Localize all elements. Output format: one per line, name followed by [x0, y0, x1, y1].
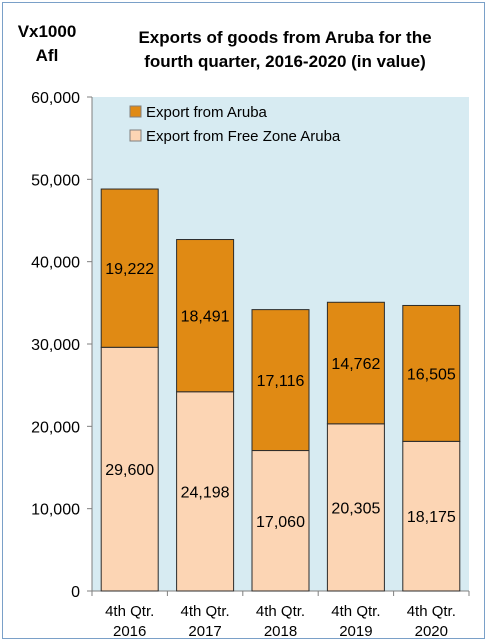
chart-title-line1: Exports of goods from Aruba for the [138, 28, 432, 47]
data-label-aruba: 14,762 [331, 356, 380, 373]
bar-aruba [176, 239, 235, 393]
bar-free-zone [402, 440, 461, 592]
bar-aruba [251, 309, 310, 452]
y-unit-label-line2: Afl [35, 46, 59, 65]
x-tick-label-line1: 4th Qtr. [256, 603, 305, 620]
x-tick-label-line2: 2020 [415, 623, 448, 640]
bar-aruba [100, 188, 159, 348]
bar-aruba [326, 301, 385, 425]
x-tick-label-line1: 4th Qtr. [180, 603, 229, 620]
bar-free-zone [326, 423, 385, 592]
y-tick-label: 60,000 [31, 90, 80, 107]
y-tick-label: 40,000 [31, 255, 80, 272]
data-label-aruba: 16,505 [407, 366, 456, 383]
y-tick-label: 0 [71, 584, 80, 601]
y-tick-label: 30,000 [31, 337, 80, 354]
y-tick-label: 10,000 [31, 502, 80, 519]
x-tick-label-line1: 4th Qtr. [105, 603, 154, 620]
data-label-aruba: 18,491 [181, 309, 230, 326]
legend-swatch [129, 129, 142, 142]
y-tick-label: 50,000 [31, 172, 80, 189]
data-label-aruba: 17,116 [257, 373, 305, 390]
y-unit-label-line1: Vx1000 [17, 22, 77, 41]
x-tick-label-line2: 2017 [188, 623, 221, 640]
bar-free-zone [100, 346, 159, 592]
data-label-free-zone: 18,175 [407, 509, 456, 526]
data-label-free-zone: 29,600 [105, 462, 154, 479]
y-tick-label: 20,000 [31, 419, 80, 436]
bar-aruba [402, 304, 461, 442]
data-label-aruba: 19,222 [105, 261, 154, 278]
x-tick-label-line2: 2019 [339, 623, 372, 640]
legend-label: Export from Free Zone Aruba [146, 128, 341, 145]
data-label-free-zone: 24,198 [181, 484, 230, 501]
legend-label: Export from Aruba [146, 104, 268, 121]
data-label-free-zone: 17,060 [256, 514, 305, 531]
bar-free-zone [251, 450, 310, 592]
x-tick-label-line1: 4th Qtr. [407, 603, 456, 620]
chart-title-line2: fourth quarter, 2016-2020 (in value) [144, 52, 426, 71]
x-tick-label-line2: 2016 [113, 623, 146, 640]
data-label-free-zone: 20,305 [331, 500, 380, 517]
x-tick-label-line1: 4th Qtr. [331, 603, 380, 620]
x-tick-label-line2: 2018 [264, 623, 297, 640]
legend-swatch [129, 105, 142, 118]
